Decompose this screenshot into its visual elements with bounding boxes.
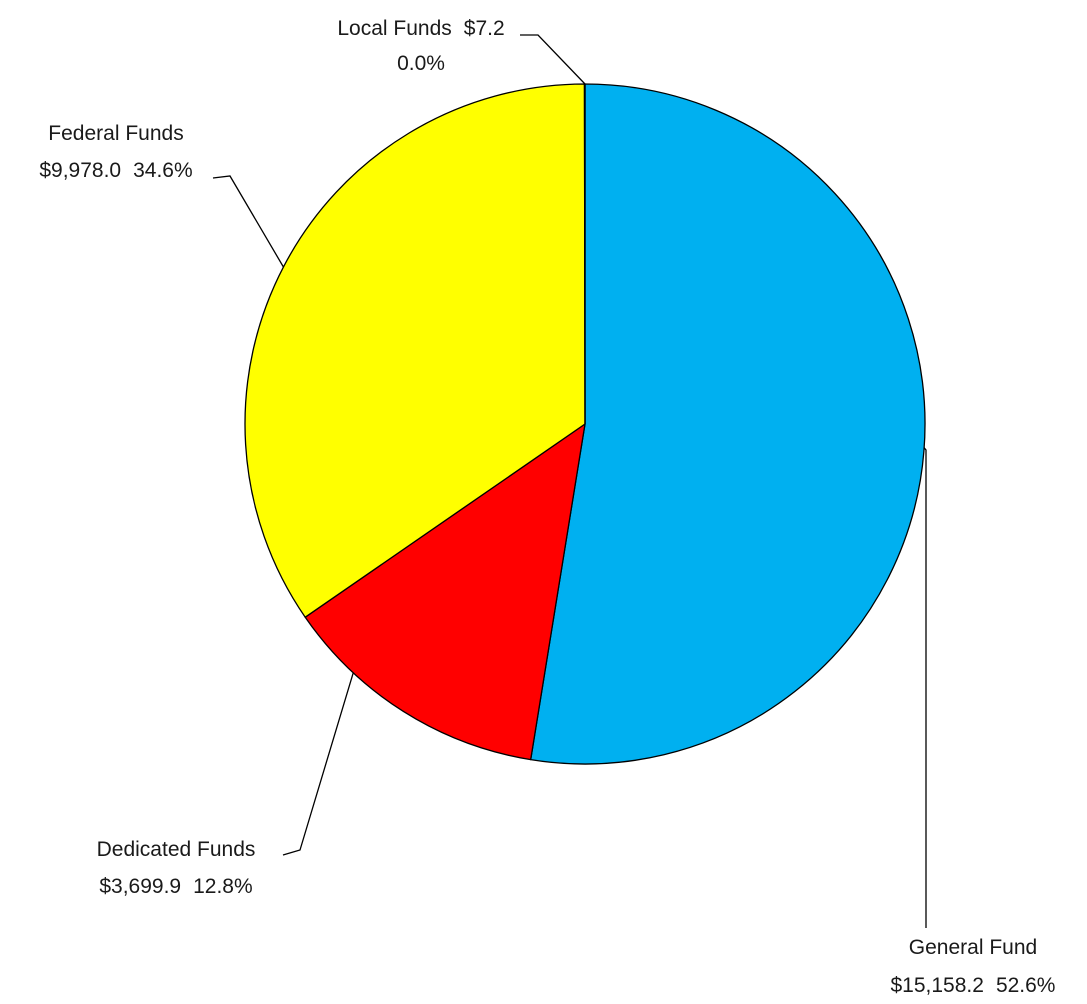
data-labels: General Fund $15,158.2 52.6% Dedicated Fu… — [39, 17, 1055, 997]
label-general-fund-name: General Fund — [909, 936, 1037, 959]
leader-line-dedicated-funds — [282, 672, 354, 856]
label-dedicated-funds-values: $3,699.9 12.8% — [99, 875, 252, 898]
label-federal-funds-name: Federal Funds — [48, 122, 183, 145]
label-general-fund-percent: 52.6% — [996, 974, 1056, 997]
label-federal-funds-values: $9,978.0 34.6% — [39, 159, 192, 182]
label-dedicated-funds-percent: 12.8% — [193, 875, 253, 898]
leader-lines — [212, 34, 927, 928]
pie-slice-federal-funds — [244, 83, 586, 618]
pie-slices — [244, 83, 926, 765]
label-general-fund-values: $15,158.2 52.6% — [891, 974, 1056, 997]
pie-slice-local-funds — [583, 83, 586, 425]
label-federal-funds-value: $9,978.0 — [39, 159, 121, 182]
label-federal-funds-percent: 34.6% — [133, 159, 193, 182]
leader-line-federal-funds — [212, 175, 284, 268]
pie-slice-dedicated-funds — [304, 423, 586, 761]
label-local-funds-percent: 0.0% — [397, 52, 445, 75]
leader-line-local-funds — [520, 34, 586, 85]
pie-slice-general-fund — [530, 83, 926, 765]
label-dedicated-funds-name: Dedicated Funds — [97, 838, 256, 861]
leader-line-general-fund — [923, 447, 927, 928]
label-local-funds-value: $7.2 — [464, 17, 505, 40]
label-general-fund-value: $15,158.2 — [891, 974, 984, 997]
label-dedicated-funds-value: $3,699.9 — [99, 875, 181, 898]
label-local-funds-name: Local Funds — [337, 17, 451, 40]
label-local-funds-top: Local Funds $7.2 — [337, 17, 504, 40]
